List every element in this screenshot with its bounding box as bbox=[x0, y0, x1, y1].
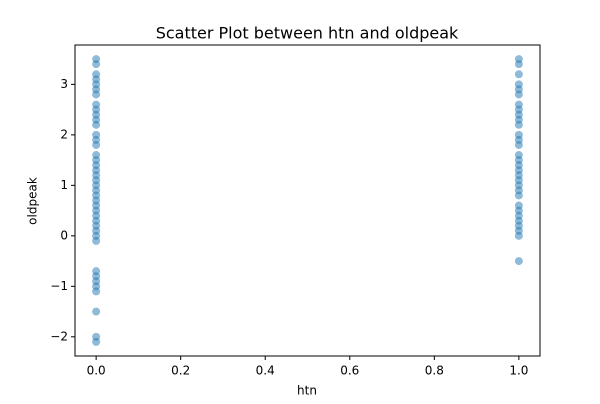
point bbox=[92, 120, 101, 129]
y-tick-label: 0 bbox=[60, 228, 68, 242]
point bbox=[92, 140, 101, 149]
x-tick-label: 0.6 bbox=[340, 364, 359, 378]
x-axis-label: htn bbox=[297, 384, 317, 398]
y-tick-label: −1 bbox=[50, 279, 68, 293]
point bbox=[514, 60, 523, 69]
x-tick-label: 1.0 bbox=[509, 364, 528, 378]
point bbox=[92, 307, 101, 316]
y-tick-label: 2 bbox=[60, 127, 68, 141]
point bbox=[92, 90, 101, 99]
x-tick-label: 0.4 bbox=[256, 364, 275, 378]
point bbox=[514, 231, 523, 240]
x-tick-label: 0.0 bbox=[87, 364, 106, 378]
y-tick-label: 3 bbox=[60, 77, 68, 91]
point bbox=[514, 191, 523, 200]
point bbox=[514, 257, 523, 266]
y-tick-label: 1 bbox=[60, 178, 68, 192]
y-tick-label: −2 bbox=[50, 329, 68, 343]
x-tick-label: 0.8 bbox=[425, 364, 444, 378]
point bbox=[514, 70, 523, 79]
point bbox=[514, 120, 523, 129]
point bbox=[92, 287, 101, 296]
y-axis-label: oldpeak bbox=[26, 177, 40, 225]
x-tick-label: 0.2 bbox=[171, 364, 190, 378]
point bbox=[92, 337, 101, 346]
point bbox=[92, 60, 101, 69]
plot-frame bbox=[74, 44, 541, 357]
point bbox=[514, 140, 523, 149]
chart-title: Scatter Plot between htn and oldpeak bbox=[156, 24, 459, 43]
point bbox=[514, 90, 523, 99]
point bbox=[92, 236, 101, 245]
